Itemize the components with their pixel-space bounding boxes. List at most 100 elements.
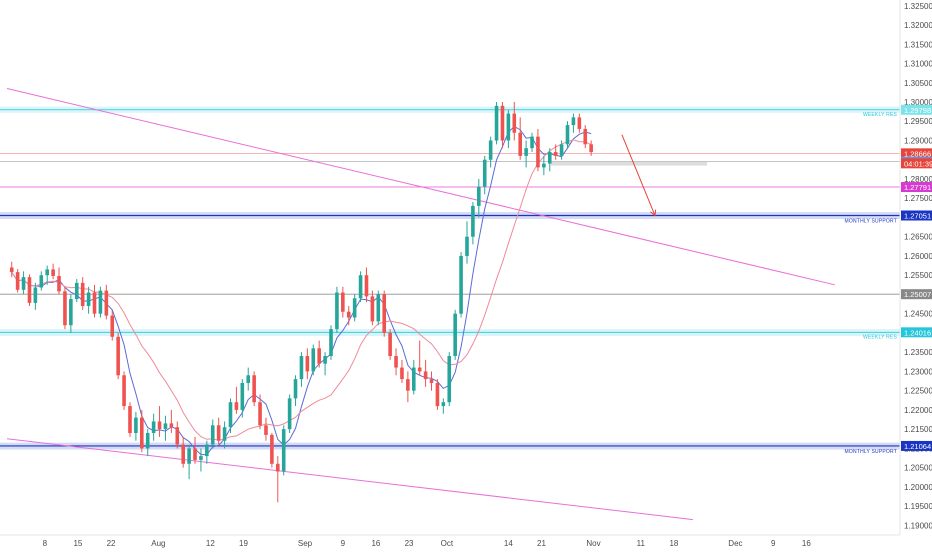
candle-body [388, 332, 392, 357]
time-tick-label: 8 [43, 539, 48, 548]
candle-body [482, 159, 487, 187]
price-badge [901, 182, 932, 193]
candle-body [376, 294, 381, 322]
candle-body [128, 406, 132, 434]
candle-body [145, 433, 150, 449]
candle-body [494, 105, 499, 141]
candle-body [92, 292, 97, 314]
projection-arrow [621, 134, 656, 216]
price-tick-label: 1.30500 [904, 79, 932, 88]
candle-body [151, 421, 156, 434]
price-tick-label: 1.19500 [904, 502, 932, 511]
time-axis[interactable]: 8 15 22 Aug 12 19 Sep 9 16 23 Oct 14 21 Nov 11 18 Dec 9 16 [0, 534, 932, 550]
candle-body [423, 371, 428, 380]
candle-body [74, 282, 79, 300]
time-axis-bg [0, 535, 932, 550]
price-tick-label: 1.31000 [904, 60, 932, 69]
time-tick-label: Sep [298, 539, 313, 548]
candle-body [98, 290, 103, 314]
price-tick-label: 1.21500 [904, 425, 932, 434]
moving-average-line [11, 125, 592, 456]
time-tick-label: Aug [151, 539, 165, 548]
zone-label: WEEKLY RES [863, 112, 898, 118]
candle-body [370, 296, 375, 322]
price-tick-label: 1.24500 [904, 310, 932, 319]
grey-box [550, 161, 708, 166]
candle-body [524, 148, 528, 156]
arrow-head [650, 209, 657, 217]
candle-body [364, 275, 369, 297]
trendline [6, 438, 693, 521]
candle-body [429, 379, 434, 383]
time-tick-label: 19 [239, 539, 248, 548]
candle-body [583, 128, 588, 145]
candle-body [471, 205, 475, 237]
candle-body [447, 356, 452, 403]
candle-body [559, 144, 564, 156]
time-tick-label: 9 [341, 539, 346, 548]
time-tick-label: 9 [771, 539, 776, 548]
candle-body [187, 448, 191, 464]
price-tick-label: 1.29500 [904, 117, 932, 126]
candle-body [210, 425, 215, 445]
time-tick-label: 23 [405, 539, 414, 548]
candle-body [329, 329, 333, 357]
candle-body [411, 367, 416, 391]
time-tick-label: 12 [206, 539, 215, 548]
candle-body [530, 136, 534, 149]
candle-body [293, 379, 298, 399]
candle-body [352, 298, 357, 318]
price-axis-bg [900, 0, 932, 550]
price-badge [901, 289, 932, 300]
price-tick-label: 1.26500 [904, 233, 932, 242]
price-tick-label: 1.25500 [904, 271, 932, 280]
candle-body [175, 427, 180, 445]
candle-body [358, 275, 363, 299]
candle-body [299, 356, 304, 380]
price-tick-label: 1.31500 [904, 40, 932, 49]
lines-layer: WEEKLY RES MONTHLY SUPPORT WEEKLY RES MONTH… [0, 109, 900, 455]
candle-body [264, 425, 268, 435]
candle-body [169, 423, 174, 428]
candle-body [21, 277, 26, 290]
candle-body [246, 375, 251, 383]
price-badge-text: 1.25007 [904, 290, 931, 299]
countdown-badge [901, 158, 932, 169]
price-tick-label: 1.23000 [904, 367, 932, 376]
time-tick-label: 11 [637, 539, 646, 548]
price-badge-text: 1.24016 [904, 328, 931, 337]
candle-body [281, 429, 286, 472]
time-tick-label: 18 [669, 539, 678, 548]
price-badge-text: 1.27791 [904, 183, 931, 192]
candle-body [335, 292, 339, 330]
time-tick-label: Oct [441, 539, 454, 548]
price-badge-text: 1.21064 [904, 442, 931, 451]
candle-body [465, 236, 469, 256]
price-badge [901, 104, 932, 115]
candle-body [69, 299, 73, 326]
candle-body [104, 290, 109, 316]
price-tick-label: 1.19000 [904, 521, 932, 530]
price-tick-label: 1.32500 [904, 2, 932, 11]
candle-body [45, 269, 50, 276]
candle-body [500, 105, 505, 141]
candle-body [39, 275, 44, 288]
moving-averages-layer [11, 125, 592, 456]
candle-body [199, 456, 203, 460]
candle-body [400, 367, 404, 380]
candle-body [417, 367, 422, 372]
candle-body [311, 348, 316, 372]
candle-body [459, 255, 463, 314]
time-tick-label: 16 [371, 539, 380, 548]
time-tick-label: 14 [504, 539, 513, 548]
candle-body [323, 356, 327, 364]
candle-body [181, 444, 185, 464]
price-tick-label: 1.22000 [904, 406, 932, 415]
candle-body [565, 125, 570, 145]
trendlines-layer [6, 88, 835, 521]
price-axis[interactable]: 1.32500 1.32000 1.31500 1.31000 1.30500 1.300… [899, 0, 932, 550]
candles-layer [9, 101, 593, 503]
candle-body [441, 402, 446, 407]
